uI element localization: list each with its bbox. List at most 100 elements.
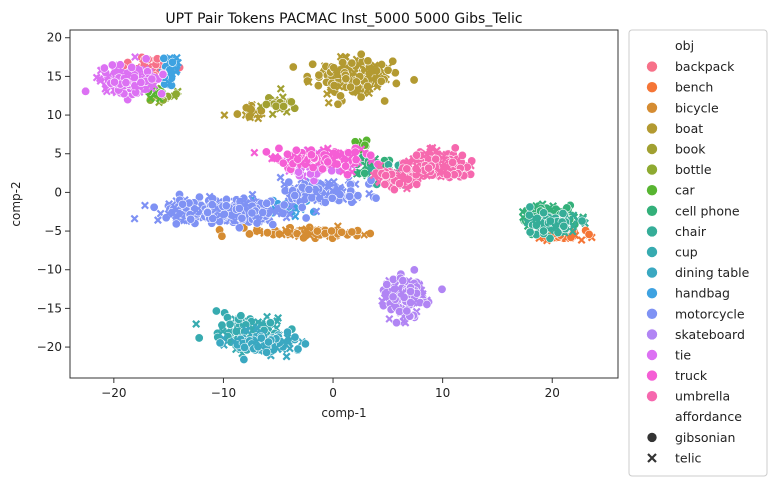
point-boat <box>332 66 341 75</box>
legend-label-telic: telic <box>675 451 702 466</box>
point-bottle <box>170 92 179 101</box>
point-dining-table <box>300 339 310 349</box>
point-truck <box>274 143 284 153</box>
legend-label-skateboard: skateboard <box>675 327 745 342</box>
point-motorcycle <box>268 220 278 230</box>
point-cup <box>233 326 242 335</box>
point-motorcycle <box>371 193 381 203</box>
point-chair <box>559 221 569 231</box>
y-tick-label: −15 <box>37 301 62 315</box>
point-motorcycle <box>221 201 231 211</box>
point-dining-table <box>283 333 292 342</box>
point-bicycle <box>292 229 302 239</box>
legend-label-dining-table: dining table <box>675 265 750 280</box>
point-boat <box>341 74 351 84</box>
point-dining-table <box>282 352 291 361</box>
point-boat <box>308 59 318 69</box>
point-tie <box>157 89 167 99</box>
point-chair <box>536 218 545 227</box>
point-cell-phone <box>352 169 361 178</box>
point-umbrella <box>369 171 378 180</box>
point-cup <box>211 306 221 316</box>
point-tie <box>121 78 131 88</box>
point-motorcycle <box>262 198 272 208</box>
point-tie <box>99 63 109 73</box>
point-umbrella <box>402 164 412 174</box>
point-umbrella <box>413 168 422 177</box>
point-tie <box>131 82 140 91</box>
point-boat <box>376 76 386 86</box>
point-boat <box>324 98 333 107</box>
point-umbrella <box>422 150 431 159</box>
point-boat <box>353 88 362 97</box>
point-chair <box>546 217 555 226</box>
legend-marker-bicycle <box>646 102 658 114</box>
legend-hue-title: obj <box>675 38 694 53</box>
point-dining-table <box>252 337 261 346</box>
point-motorcycle <box>312 207 321 216</box>
point-motorcycle <box>171 219 181 229</box>
point-umbrella <box>450 143 460 153</box>
point-motorcycle <box>297 202 307 212</box>
point-truck <box>344 155 353 164</box>
point-umbrella <box>422 171 431 180</box>
point-tie <box>127 62 137 72</box>
legend-label-handbag: handbag <box>675 286 730 301</box>
point-motorcycle <box>329 177 338 186</box>
point-chair <box>552 223 561 232</box>
scatter-points <box>81 49 596 365</box>
point-umbrella <box>412 150 422 160</box>
point-boat <box>366 66 375 75</box>
point-motorcycle <box>269 207 278 216</box>
point-book <box>268 110 277 119</box>
point-motorcycle <box>334 187 343 196</box>
point-boat <box>347 58 357 68</box>
y-tick-label: 0 <box>54 185 62 199</box>
point-motorcycle <box>178 199 188 209</box>
legend-label-backpack: backpack <box>675 59 735 74</box>
point-tie <box>109 77 119 87</box>
y-tick-label: −10 <box>37 263 62 277</box>
point-truck <box>291 145 301 155</box>
point-dining-table <box>230 337 239 346</box>
y-tick-label: 20 <box>47 31 62 45</box>
point-boat <box>351 77 361 87</box>
point-skateboard <box>388 292 398 302</box>
legend-label-cell-phone: cell phone <box>675 203 740 218</box>
point-truck <box>293 153 302 162</box>
point-chair <box>569 222 578 231</box>
legend-label-motorcycle: motorcycle <box>675 306 745 321</box>
point-umbrella <box>412 162 421 171</box>
point-umbrella <box>424 163 434 173</box>
point-truck <box>366 150 376 160</box>
point-motorcycle <box>130 214 139 223</box>
legend-marker-bench <box>646 81 658 93</box>
point-dining-table <box>290 332 300 342</box>
point-boat <box>220 111 229 120</box>
point-umbrella <box>401 174 410 183</box>
point-bicycle <box>244 229 254 239</box>
y-tick-label: −5 <box>44 224 62 238</box>
point-boat <box>363 56 373 66</box>
point-book <box>271 101 281 111</box>
point-motorcycle <box>234 204 244 214</box>
legend-marker-gibsonian <box>646 432 658 443</box>
point-umbrella <box>380 179 390 189</box>
legend-label-truck: truck <box>675 368 708 383</box>
point-dining-table <box>239 355 249 365</box>
point-motorcycle <box>230 216 239 225</box>
legend-marker-tie <box>646 349 658 361</box>
legend-frame <box>628 29 768 477</box>
point-motorcycle <box>327 193 337 203</box>
point-book <box>261 99 271 109</box>
point-bench <box>584 229 594 239</box>
point-motorcycle <box>284 177 294 187</box>
legend-marker-umbrella <box>646 390 658 403</box>
y-tick-label: −20 <box>37 340 62 354</box>
point-car <box>146 94 155 103</box>
point-boat <box>335 82 344 91</box>
point-chair <box>545 233 555 243</box>
point-handbag <box>172 53 181 62</box>
point-truck <box>250 148 259 157</box>
